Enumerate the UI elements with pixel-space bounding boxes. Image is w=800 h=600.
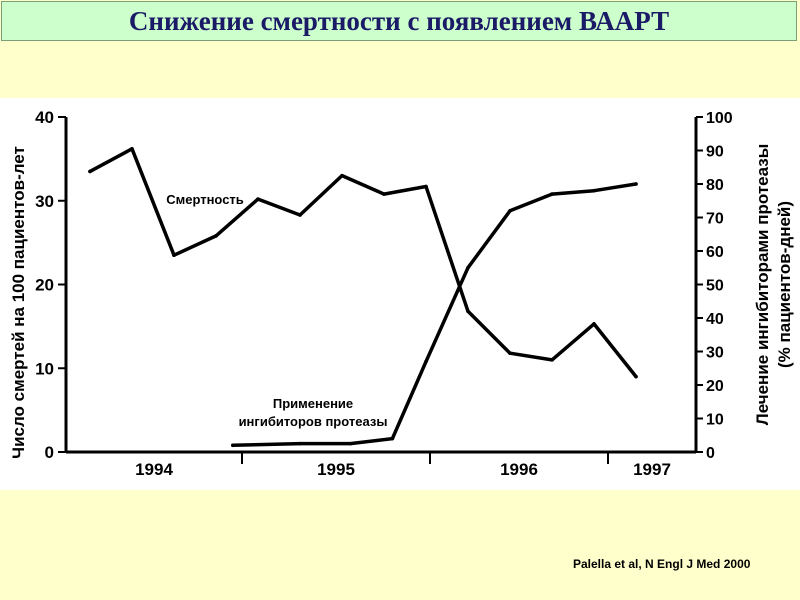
right-y-tick-label: 60: [706, 244, 724, 261]
left-y-tick-label: 10: [35, 359, 54, 378]
mortality-series-line: [88, 147, 638, 379]
mortality-data-point: [298, 213, 302, 217]
right-y-tick-label: 40: [706, 311, 724, 328]
mortality-data-point: [550, 358, 554, 362]
protease-inhibitor-data-point: [550, 192, 554, 196]
protease-inhibitor-data-point: [634, 182, 638, 186]
mortality-data-point: [382, 192, 386, 196]
protease-inhibitor-data-point: [466, 265, 470, 270]
mortality-data-point: [340, 173, 344, 178]
right-y-tick-label: 50: [706, 278, 724, 295]
citation: Palella et al, N Engl J Med 2000: [573, 557, 751, 571]
right-y-tick-label: 100: [706, 110, 733, 127]
mortality-data-point: [130, 147, 134, 151]
protease-inhibitor-data-point: [424, 359, 428, 364]
mortality-data-point: [634, 374, 638, 379]
mortality-data-point: [256, 197, 260, 201]
protease-inhibitor-series-line: [231, 182, 638, 448]
right-y-axis-title-line1: Лечение ингибиторами протеазы: [753, 144, 772, 425]
title-bar: Снижение смертности с появлением ВААРТ: [1, 1, 797, 41]
mortality-data-point: [88, 169, 92, 174]
right-y-axis-title-line2: (% пациентов-дней): [775, 201, 794, 368]
protease-series-label-line2: ингибиторов протеазы: [239, 414, 388, 429]
right-y-tick-label: 70: [706, 211, 724, 228]
right-y-tick-label: 90: [706, 144, 724, 161]
left-y-tick-label: 40: [35, 108, 54, 127]
protease-inhibitor-data-point: [298, 441, 302, 446]
protease-inhibitor-data-point: [592, 188, 596, 193]
mortality-data-point: [592, 322, 596, 326]
right-y-tick-label: 30: [706, 345, 724, 362]
left-y-axis-title: Число смертей на 100 пациентов-лет: [9, 146, 28, 459]
left-y-tick-label: 30: [35, 192, 54, 211]
right-y-tick-label: 20: [706, 378, 724, 395]
protease-inhibitor-data-point: [231, 443, 235, 448]
left-y-tick-label: 0: [45, 443, 54, 462]
right-y-tick-label: 10: [706, 412, 724, 429]
x-tick-label: 1995: [317, 460, 355, 479]
mortality-data-point: [508, 351, 512, 355]
right-y-tick-label: 80: [706, 177, 724, 194]
protease-inhibitor-data-point: [348, 441, 353, 446]
right-y-tick-label: 0: [706, 445, 715, 462]
protease-inhibitor-data-point: [390, 436, 395, 441]
left-y-tick-label: 20: [35, 276, 54, 295]
x-tick-label: 1997: [633, 460, 671, 479]
chart-panel: 0 10 20 30 40 0 10 20 30 40 50 60 70 80 90 100 1994 1995 1…: [0, 98, 800, 490]
protease-series-label-line1: Применение: [273, 396, 353, 411]
mortality-data-point: [172, 253, 176, 257]
mortality-data-point: [466, 309, 470, 314]
mortality-series-label: Смертность: [166, 192, 244, 207]
mortality-chart: 0 10 20 30 40 0 10 20 30 40 50 60 70 80 90 100 1994 1995 1…: [9, 108, 794, 479]
mortality-data-point: [424, 184, 428, 189]
mortality-data-point: [214, 234, 218, 238]
x-tick-label: 1996: [500, 460, 538, 479]
x-tick-label: 1994: [135, 460, 173, 479]
protease-inhibitor-data-point: [508, 209, 512, 213]
slide-title: Снижение смертности с появлением ВААРТ: [128, 5, 670, 36]
